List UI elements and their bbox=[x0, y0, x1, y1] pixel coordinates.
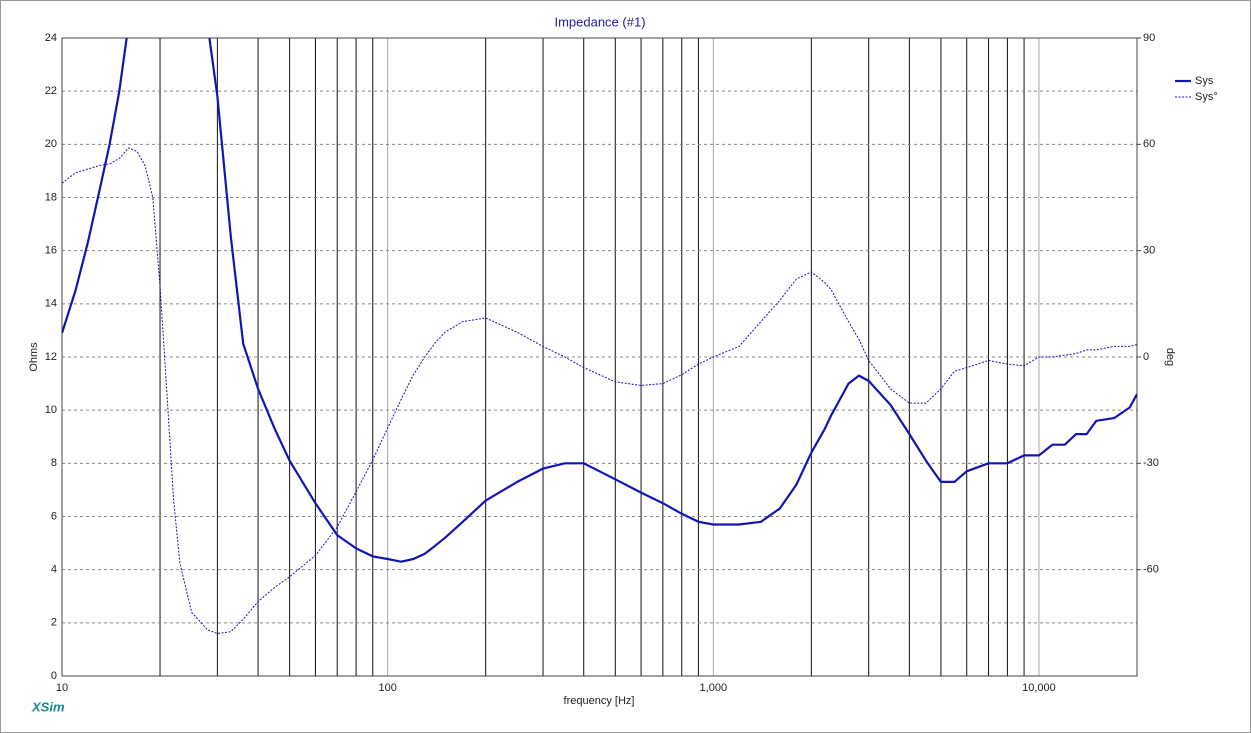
y-tick-label: 18 bbox=[45, 191, 57, 203]
y-tick-label: 20 bbox=[45, 138, 57, 150]
y2-tick-label: -60 bbox=[1143, 564, 1159, 576]
y-tick-label: 22 bbox=[45, 85, 57, 97]
series-line bbox=[62, 147, 1137, 634]
y2-tick-label: 60 bbox=[1143, 138, 1155, 150]
x-tick-label: 1,000 bbox=[700, 682, 728, 694]
y-tick-label: 2 bbox=[51, 617, 57, 629]
y-tick-label: 6 bbox=[51, 510, 57, 522]
x-tick-label: 100 bbox=[378, 682, 396, 694]
y2-tick-label: 30 bbox=[1143, 245, 1155, 257]
chart-title: Impedance (#1) bbox=[554, 14, 645, 29]
legend-label: Sys bbox=[1195, 75, 1214, 87]
y-tick-label: 4 bbox=[51, 564, 57, 576]
y-tick-label: 16 bbox=[45, 245, 57, 257]
y-tick-label: 0 bbox=[51, 670, 57, 682]
y2-axis-label: deg bbox=[1164, 348, 1176, 366]
plot-border bbox=[61, 37, 1138, 677]
x-axis-label: frequency [Hz] bbox=[564, 695, 635, 707]
y-tick-label: 12 bbox=[45, 351, 57, 363]
brand: XSim bbox=[31, 699, 65, 714]
y-tick-label: 8 bbox=[51, 457, 57, 469]
y-tick-label: 14 bbox=[45, 298, 57, 310]
y2-tick-label: 90 bbox=[1143, 32, 1155, 44]
x-tick-label: 10,000 bbox=[1022, 682, 1056, 694]
y-axis-label: Ohms bbox=[28, 342, 40, 372]
y-tick-label: 10 bbox=[45, 404, 57, 416]
x-tick-label: 10 bbox=[56, 682, 68, 694]
series-line bbox=[62, 38, 1137, 563]
legend-label: Sys° bbox=[1195, 91, 1218, 103]
y-tick-label: 24 bbox=[45, 32, 57, 44]
y2-tick-label: 0 bbox=[1143, 351, 1149, 363]
y2-tick-label: -30 bbox=[1143, 457, 1159, 469]
